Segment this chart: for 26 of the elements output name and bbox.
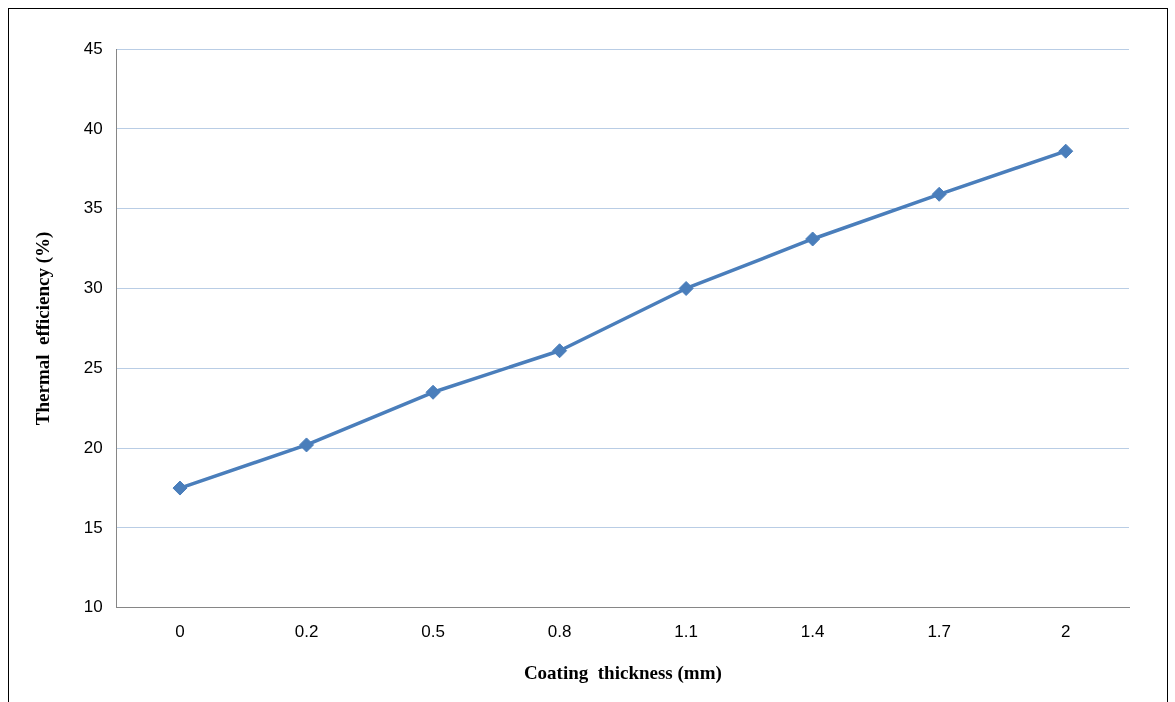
x-tick-label: 1.7 xyxy=(927,621,952,641)
x-tick-label: 0.5 xyxy=(421,621,445,641)
y-tick-label: 45 xyxy=(83,38,103,58)
x-tick-label: 1.4 xyxy=(800,621,825,641)
point xyxy=(1058,143,1074,159)
point xyxy=(299,437,315,453)
x-axis-title: Coating thickness (mm) xyxy=(523,661,722,684)
point xyxy=(425,384,441,400)
point xyxy=(552,343,568,359)
point xyxy=(678,280,694,296)
y-tick-label: 10 xyxy=(83,597,103,617)
x-tick-label: 1.1 xyxy=(674,621,698,641)
x-tick-label: 0.2 xyxy=(294,621,319,641)
y-tick-label: 35 xyxy=(83,198,103,218)
point xyxy=(931,186,947,202)
y-axis-title: Thermal efficiency (%) xyxy=(32,231,55,426)
point xyxy=(805,231,821,247)
y-tick-label: 25 xyxy=(83,358,103,377)
y-tick-label: 40 xyxy=(83,118,103,138)
x-tick-label: 0 xyxy=(175,621,185,641)
y-tick-label: 30 xyxy=(83,278,103,298)
y-tick-label: 15 xyxy=(83,517,103,537)
x-tick-label: 2 xyxy=(1061,621,1071,641)
point xyxy=(172,480,188,496)
y-tick-label: 20 xyxy=(83,437,103,457)
x-tick-label: 0.8 xyxy=(547,621,572,641)
